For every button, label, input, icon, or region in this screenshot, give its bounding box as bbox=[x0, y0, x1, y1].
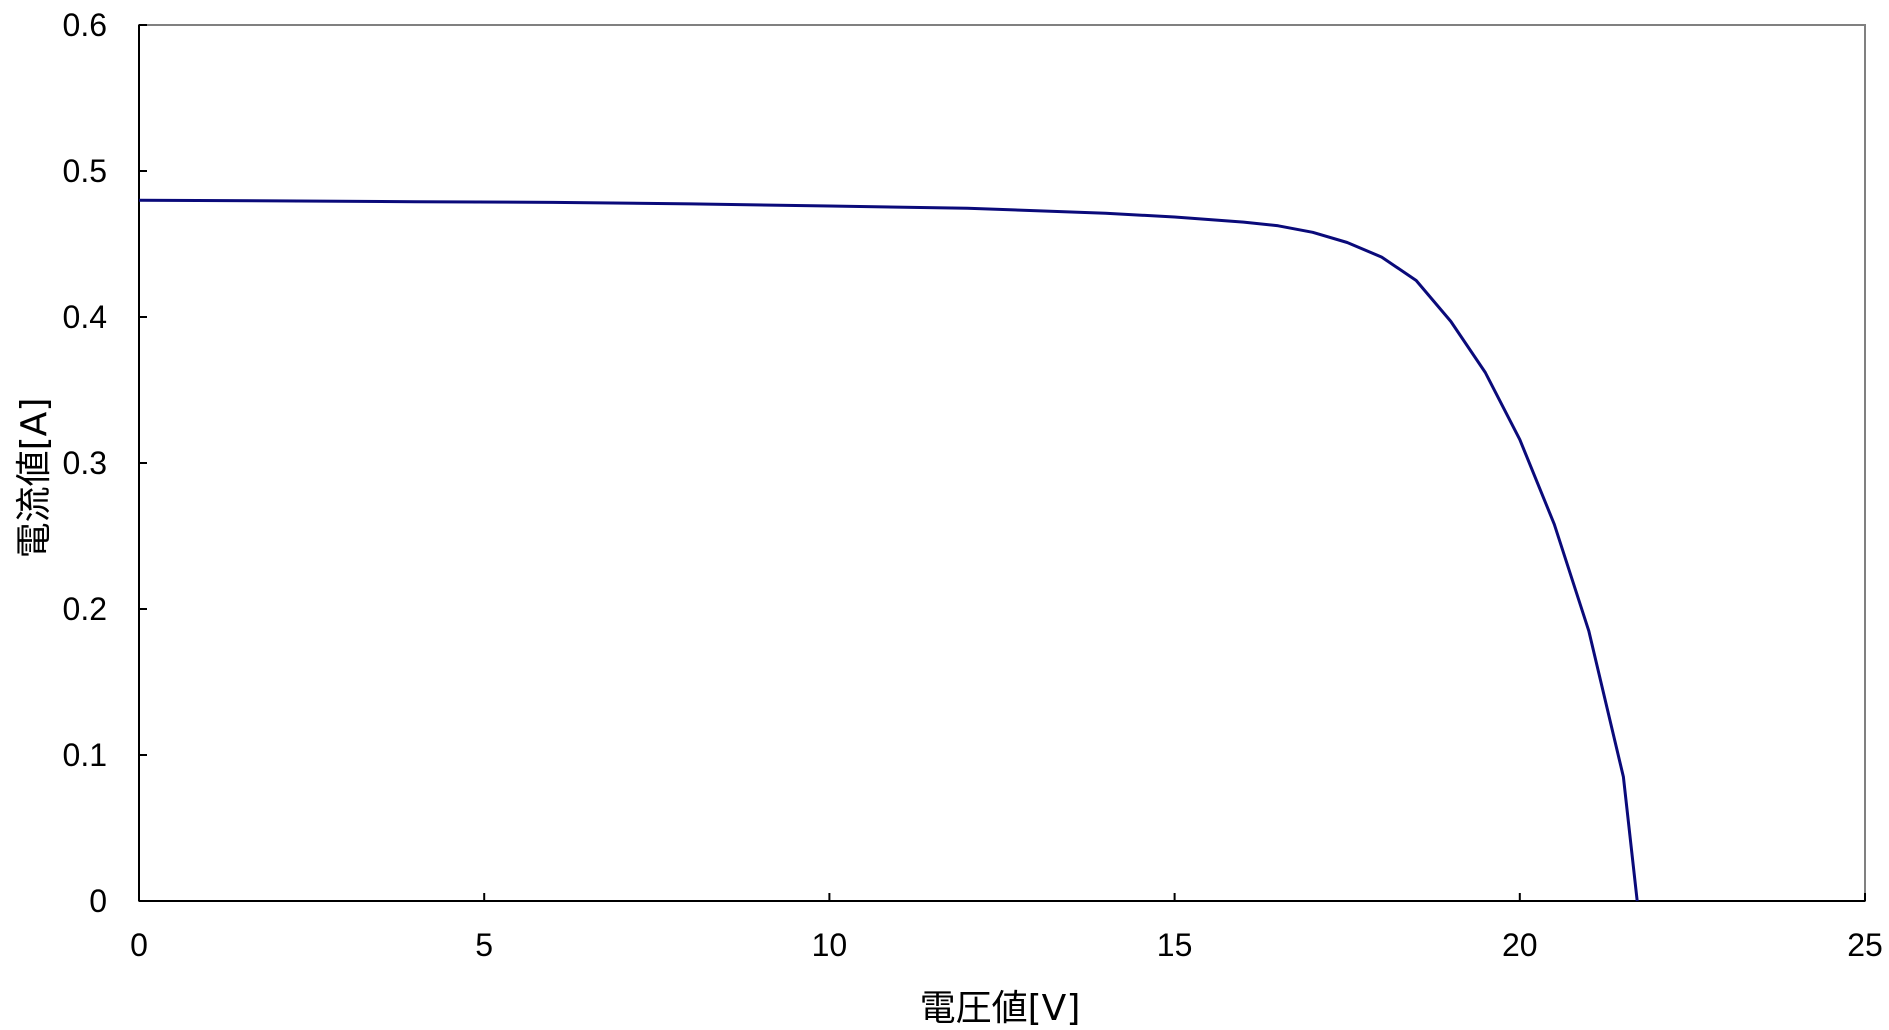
y-tick-label: 0.3 bbox=[63, 445, 107, 481]
x-ticks: 0 5 10 15 20 25 bbox=[130, 893, 1883, 963]
x-tick-label: 5 bbox=[475, 927, 493, 963]
x-tick-label: 0 bbox=[130, 927, 148, 963]
iv-curve-line bbox=[138, 198, 1639, 902]
y-tick-label: 0 bbox=[89, 883, 107, 919]
y-axis-title: 電流値[A] bbox=[14, 398, 55, 559]
x-tick-label: 25 bbox=[1847, 927, 1883, 963]
y-tick-label: 0.5 bbox=[63, 153, 107, 189]
x-tick-label: 20 bbox=[1502, 927, 1538, 963]
y-ticks: 0 0.1 0.2 0.3 0.4 0.5 0.6 bbox=[63, 7, 147, 919]
y-tick-label: 0.2 bbox=[63, 591, 107, 627]
y-tick-label: 0.4 bbox=[63, 299, 107, 335]
y-tick-label: 0.6 bbox=[63, 7, 107, 43]
x-tick-label: 10 bbox=[812, 927, 848, 963]
y-tick-label: 0.1 bbox=[63, 737, 107, 773]
plot-area bbox=[138, 24, 1866, 902]
series-layer bbox=[138, 198, 1639, 902]
x-axis-title: 電圧値[V] bbox=[920, 988, 1081, 1029]
x-tick-label: 15 bbox=[1157, 927, 1193, 963]
